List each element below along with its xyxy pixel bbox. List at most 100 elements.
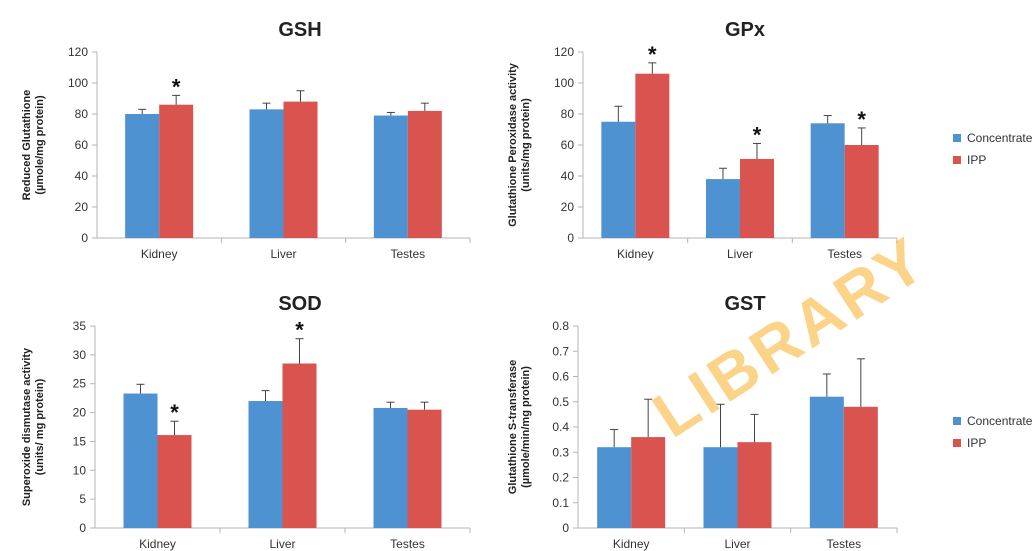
y-axis-label-line: Superoxide dismutase activity xyxy=(21,347,33,506)
chart-panel-gst: GST Glutathione S-transferase(µmole/min/m… xyxy=(507,293,1033,551)
legend-label: Concentrate xyxy=(967,414,1033,428)
significance-marker: * xyxy=(170,400,179,425)
y-axis-label-line: (units/ mg protein) xyxy=(34,378,46,475)
y-axis-label-line: Reduced Glutathione xyxy=(21,90,33,201)
chart-panel-gpx: GPx Glutathione Peroxidase activity(units… xyxy=(507,19,1033,261)
bar-concentrate-kidney xyxy=(601,121,636,238)
x-tick-label: Kidney xyxy=(617,247,654,261)
y-tick-label: 0.1 xyxy=(552,496,569,510)
bar-ipp-testes xyxy=(407,409,442,528)
legend-label: Concentrate xyxy=(967,131,1033,145)
y-axis-label-line: Glutathione S-transferase xyxy=(507,360,519,494)
y-tick-label: 0.6 xyxy=(552,370,569,384)
x-tick-label: Liver xyxy=(724,537,750,551)
bar-concentrate-testes xyxy=(373,115,408,238)
y-axis-label-line: Glutathione Peroxidase activity xyxy=(507,62,519,227)
bar-ipp-liver xyxy=(282,363,317,528)
y-tick-label: 10 xyxy=(73,463,87,477)
bar-ipp-testes xyxy=(843,406,878,528)
y-tick-label: 0 xyxy=(567,231,574,245)
y-tick-label: 80 xyxy=(561,107,575,121)
y-tick-label: 0.7 xyxy=(552,344,569,358)
y-tick-label: 60 xyxy=(75,138,89,152)
bar-ipp-kidney xyxy=(157,435,192,528)
y-tick-label: 20 xyxy=(561,200,575,214)
y-tick-label: 0 xyxy=(562,521,569,535)
x-tick-label: Testes xyxy=(390,537,425,551)
bar-concentrate-liver xyxy=(248,401,283,528)
y-axis-label: Superoxide dismutase activity(units/ mg … xyxy=(21,347,46,506)
x-tick-label: Liver xyxy=(270,247,296,261)
legend-swatch-concentrate xyxy=(953,134,961,142)
legend-swatch-ipp xyxy=(953,156,961,164)
y-tick-label: 60 xyxy=(561,138,575,152)
chart-title: SOD xyxy=(278,293,321,315)
y-tick-label: 120 xyxy=(68,45,88,59)
y-tick-label: 0.3 xyxy=(552,445,569,459)
bar-concentrate-liver xyxy=(249,109,284,238)
y-tick-label: 5 xyxy=(79,492,86,506)
y-tick-label: 100 xyxy=(68,76,88,90)
bar-concentrate-liver xyxy=(703,447,738,528)
legend-swatch-concentrate xyxy=(953,417,961,425)
bar-concentrate-kidney xyxy=(123,393,158,528)
y-tick-label: 20 xyxy=(73,406,87,420)
y-axis-label-line: (µmole/mg protein) xyxy=(34,95,46,195)
legend-label: IPP xyxy=(967,153,986,167)
bar-concentrate-kidney xyxy=(125,114,160,238)
y-tick-label: 120 xyxy=(554,45,574,59)
y-tick-label: 80 xyxy=(75,107,89,121)
chart-panel-gsh: GSH Reduced Glutathione(µmole/mg protein)… xyxy=(21,19,471,261)
significance-marker: * xyxy=(648,42,657,67)
y-tick-label: 40 xyxy=(75,169,89,183)
x-tick-label: Kidney xyxy=(613,537,650,551)
y-tick-label: 15 xyxy=(73,434,87,448)
significance-marker: * xyxy=(172,74,181,99)
y-axis-label: Reduced Glutathione(µmole/mg protein) xyxy=(21,90,46,201)
significance-marker: * xyxy=(857,107,866,132)
y-tick-label: 100 xyxy=(554,76,574,90)
y-tick-label: 0 xyxy=(81,231,88,245)
chart-title: GPx xyxy=(725,19,765,41)
x-tick-label: Testes xyxy=(390,247,425,261)
bar-ipp-liver xyxy=(740,158,774,238)
y-tick-label: 20 xyxy=(75,200,89,214)
bar-concentrate-liver xyxy=(706,179,740,238)
y-axis-label: Glutathione S-transferase(µmole/min/mg p… xyxy=(507,360,532,494)
chart-title: GST xyxy=(724,293,765,315)
bar-concentrate-testes xyxy=(809,396,844,528)
bar-ipp-testes xyxy=(407,110,442,238)
y-tick-label: 30 xyxy=(73,348,87,362)
bar-ipp-kidney xyxy=(635,73,670,238)
y-axis-label-line: (µmole/min/mg protein) xyxy=(520,366,532,488)
bar-ipp-testes xyxy=(844,145,879,238)
legend-swatch-ipp xyxy=(953,439,961,447)
x-tick-label: Liver xyxy=(269,537,295,551)
y-tick-label: 0.4 xyxy=(552,420,569,434)
y-axis-label: Glutathione Peroxidase activity(units/mg… xyxy=(507,62,532,227)
x-tick-label: Testes xyxy=(826,537,861,551)
y-axis-label-line: (units/mg protein) xyxy=(520,98,532,192)
chart-title: GSH xyxy=(278,19,321,41)
significance-marker: * xyxy=(753,122,762,147)
y-tick-label: 35 xyxy=(73,319,87,333)
y-tick-label: 25 xyxy=(73,377,87,391)
y-tick-label: 0.2 xyxy=(552,471,569,485)
x-tick-label: Liver xyxy=(727,247,753,261)
bar-ipp-liver xyxy=(283,101,318,238)
chart-panel-sod: SOD Superoxide dismutase activity(units/ … xyxy=(21,293,471,551)
bar-ipp-liver xyxy=(737,442,772,528)
bar-ipp-kidney xyxy=(631,437,666,528)
y-tick-label: 0.8 xyxy=(552,319,569,333)
x-tick-label: Kidney xyxy=(139,537,176,551)
y-tick-label: 0 xyxy=(79,521,86,535)
bar-concentrate-testes xyxy=(810,123,845,238)
bar-concentrate-kidney xyxy=(597,447,632,528)
legend-label: IPP xyxy=(967,436,986,450)
significance-marker: * xyxy=(295,318,304,343)
bar-ipp-kidney xyxy=(159,104,194,238)
y-tick-label: 40 xyxy=(561,169,575,183)
y-tick-label: 0.5 xyxy=(552,395,569,409)
x-tick-label: Testes xyxy=(827,247,862,261)
